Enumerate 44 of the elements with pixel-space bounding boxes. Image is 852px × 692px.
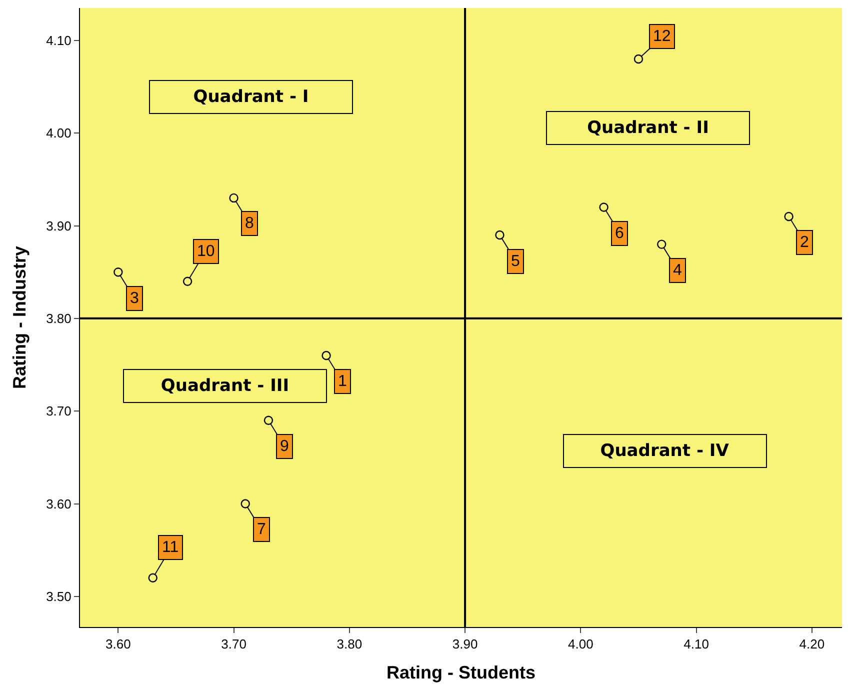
y-tick-label: 3.70: [46, 404, 72, 419]
point: [322, 350, 331, 360]
x-axis-title: Rating - Students: [386, 662, 536, 683]
annotation: Quadrant - IV: [600, 441, 730, 461]
y-tick-label: 3.80: [46, 310, 72, 326]
x-tick-label: 3.70: [221, 636, 246, 652]
y-tick-label: 3.60: [46, 496, 72, 512]
x-tick-label: 3.90: [452, 636, 478, 652]
point: [182, 276, 192, 286]
y-axis-title: Rating - Industry: [9, 246, 30, 389]
annotation: 9: [280, 438, 289, 455]
y-tick-label: 4.10: [46, 32, 72, 48]
point: [657, 240, 666, 249]
annotation: 4: [673, 262, 682, 279]
x-tick-label: 3.80: [336, 636, 362, 652]
annotation: 8: [245, 215, 254, 232]
annotation: 11: [162, 539, 179, 556]
y-tick-label: 4.00: [46, 126, 72, 141]
point: [148, 573, 158, 582]
y-tick-label: 3.90: [46, 218, 72, 234]
point: [114, 267, 123, 277]
annotation: 3: [130, 290, 139, 307]
point: [599, 202, 608, 212]
y-tick-label: 3.50: [46, 588, 72, 604]
annotation: 12: [653, 28, 671, 45]
point: [229, 193, 238, 203]
x-tick-label: 4.20: [799, 636, 825, 652]
annotation: 7: [257, 521, 266, 538]
point: [264, 416, 274, 425]
x-tick-label: 4.10: [684, 636, 709, 652]
point: [634, 54, 644, 64]
x-tick-label: 3.60: [106, 636, 131, 652]
annotation: 6: [615, 225, 624, 242]
annotation: Quadrant - II: [587, 118, 709, 138]
annotation: Quadrant - III: [160, 376, 290, 396]
point: [240, 499, 250, 508]
annotation: Quadrant - I: [193, 87, 309, 107]
point: [784, 212, 794, 222]
annotation: 1: [338, 373, 347, 390]
annotation: 2: [800, 234, 809, 251]
point: [495, 230, 504, 240]
x-tick-label: 4.00: [568, 636, 594, 652]
annotation: 5: [511, 253, 520, 270]
annotation: 10: [197, 243, 215, 260]
